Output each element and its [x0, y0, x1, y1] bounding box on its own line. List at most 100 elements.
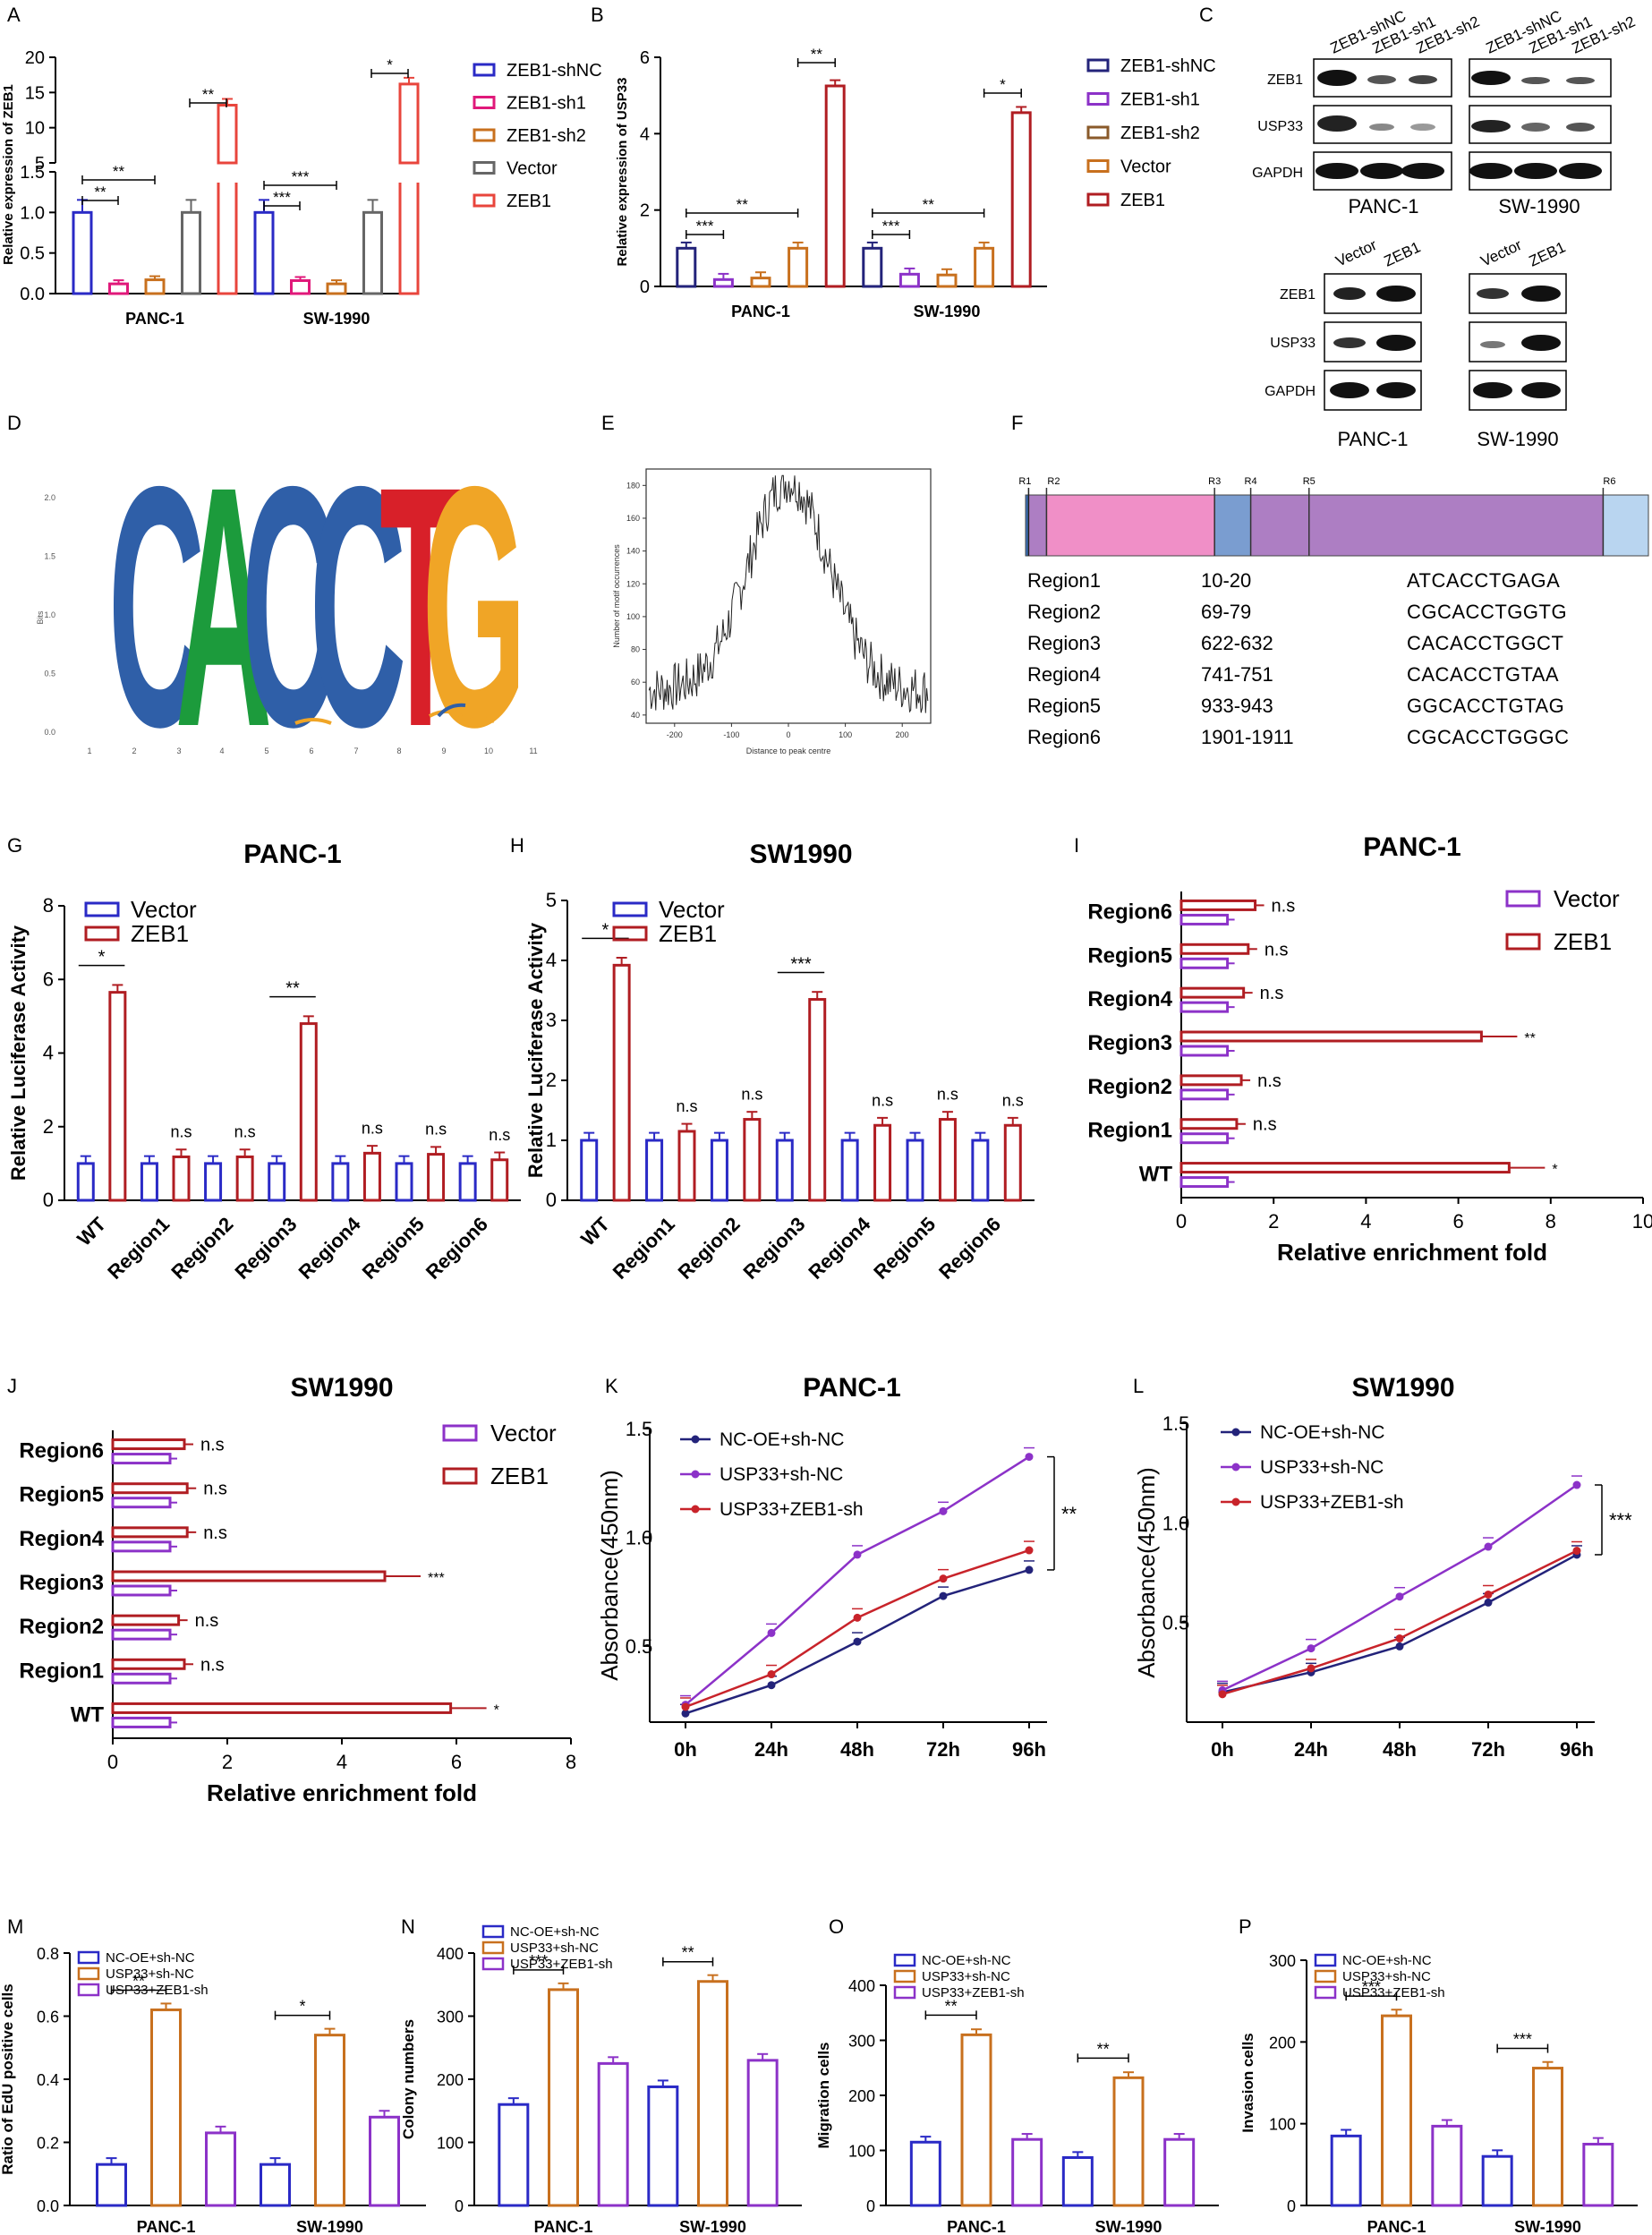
series-line-L	[1222, 1549, 1578, 1696]
data-point-K	[767, 1670, 776, 1679]
legend-swatch-P	[1314, 1953, 1337, 1967]
bar-vector-J	[111, 1540, 172, 1553]
legend-swatch-H	[612, 926, 648, 942]
x-tick-label-M: PANC-1	[137, 2218, 196, 2235]
region-name: Region1	[1027, 569, 1101, 592]
x-tick-label-J: 4	[336, 1751, 347, 1773]
bar-H	[1003, 1123, 1022, 1202]
y-tick-label-H: 4	[546, 949, 557, 971]
y-tick-label-N: 300	[437, 2009, 464, 2026]
sig-J: n.s	[200, 1436, 225, 1455]
logo-letter-c: C	[310, 415, 406, 798]
data-point-K	[853, 1637, 862, 1646]
y-tick-label-H: 2	[546, 1069, 557, 1091]
y-tick-label-I: Region4	[1087, 987, 1172, 1011]
legend-swatch-O	[893, 1953, 916, 1967]
panel-label-b: B	[591, 4, 604, 26]
y-tick-label-N: 200	[437, 2071, 464, 2089]
y-tick-label-P: 0	[1287, 2197, 1296, 2215]
region-marker-label: R1	[1018, 476, 1031, 487]
bar-N	[498, 2103, 530, 2207]
legend-label-K: USP33+ZEB1-sh	[720, 1499, 864, 1520]
legend-swatch-H	[612, 901, 648, 917]
bar-zeb1-J	[111, 1702, 453, 1714]
bar-zeb1-J	[111, 1658, 186, 1670]
x-tick-label-M: SW-1990	[296, 2218, 363, 2235]
sig-G: n.s	[170, 1122, 192, 1140]
logo-y-tick: 1.0	[44, 610, 55, 619]
y-tick-label-B: 0	[640, 277, 650, 297]
x-tick-label-L: 48h	[1383, 1738, 1417, 1761]
bar-M	[369, 2115, 400, 2207]
region-segment	[1027, 494, 1047, 557]
legend-label-L: USP33+ZEB1-sh	[1260, 1492, 1404, 1513]
bar-A	[398, 82, 420, 165]
y-axis-label-M: Ratio of EdU positive cells	[0, 1983, 16, 2175]
legend-label-M: NC-OE+sh-NC	[106, 1950, 195, 1966]
x-tick-label-N: PANC-1	[534, 2218, 593, 2235]
y-tick-label-M: 0.2	[37, 2135, 59, 2153]
legend-label-N: USP33+sh-NC	[510, 1941, 599, 1956]
bar-H	[645, 1139, 664, 1202]
logo-letter-g: G	[422, 415, 527, 798]
y-axis-label-K: Absorbance(450nm)	[596, 1470, 623, 1681]
y-axis-label-B: Relative expression of USP33	[615, 78, 630, 267]
legend-label-L: USP33+sh-NC	[1260, 1457, 1384, 1478]
x-tick-label-H: Region1	[609, 1213, 679, 1284]
sig-G-text: *	[98, 948, 106, 968]
x-tick-label-A: SW-1990	[303, 310, 370, 328]
y-tick-label-B: 4	[640, 124, 650, 144]
legend-swatch-I	[1505, 890, 1541, 908]
bar-H	[710, 1139, 728, 1202]
data-point-L	[1395, 1592, 1404, 1601]
logo-letter-t: T	[379, 415, 462, 798]
sig-A-3-text: ***	[292, 168, 310, 185]
sig-H-text: ***	[790, 955, 812, 975]
data-point-K	[681, 1709, 690, 1718]
y-tick-label-L: 0.5	[1162, 1612, 1190, 1634]
x-tick-label-I: 4	[1360, 1210, 1371, 1233]
panel-label-o: O	[829, 1915, 844, 1938]
sig-N-0-text: ***	[529, 1952, 548, 1970]
x-tick-label-L: 96h	[1560, 1738, 1594, 1761]
data-point-K	[1025, 1565, 1034, 1574]
x-tick-label-E: -100	[723, 730, 739, 739]
region-range: 10-20	[1201, 569, 1251, 592]
y-tick-label-O: 300	[848, 2033, 875, 2051]
y-tick-label-G: 2	[43, 1115, 54, 1138]
bar-G	[76, 1162, 95, 1202]
x-tick-label-P: PANC-1	[1367, 2218, 1426, 2235]
blot-band	[1376, 286, 1416, 302]
legend-label-A: ZEB1-shNC	[507, 61, 602, 81]
logo-position: 6	[309, 746, 313, 755]
x-tick-label-L: 0h	[1211, 1738, 1234, 1761]
bar-P	[1330, 2134, 1362, 2207]
sig-M-1-text: *	[299, 1998, 305, 2016]
legend-label-N: NC-OE+sh-NC	[510, 1924, 600, 1940]
legend-label-K: USP33+sh-NC	[720, 1464, 843, 1485]
region-segment	[1045, 494, 1215, 557]
bar-H	[580, 1139, 599, 1202]
bar-A	[326, 282, 347, 295]
logo-position: 8	[396, 746, 401, 755]
bar-vector-I	[1179, 1088, 1230, 1101]
bar-A	[253, 210, 275, 295]
legend-label-P: NC-OE+sh-NC	[1342, 1953, 1432, 1968]
sig-G: n.s	[362, 1119, 383, 1137]
y-tick-label-N: 100	[437, 2135, 464, 2153]
sig-H: n.s	[937, 1086, 958, 1104]
x-tick-label-B: SW-1990	[914, 303, 981, 320]
bar-H	[873, 1123, 892, 1202]
data-point-L	[1307, 1644, 1316, 1653]
bar-zeb1-J	[111, 1526, 189, 1539]
sig-A-5-text: *	[387, 56, 393, 73]
legend-label-G: Vector	[131, 896, 197, 923]
cell-label-bottom-sw: SW-1990	[1477, 428, 1558, 450]
series-line-K	[685, 1455, 1030, 1706]
bar-vector-I	[1179, 957, 1230, 969]
blot-band	[1471, 120, 1511, 132]
sig-B-0-text: ***	[696, 218, 714, 235]
sig-I: **	[1524, 1031, 1535, 1046]
legend-label-I: ZEB1	[1554, 928, 1612, 955]
region-marker-label: R6	[1603, 476, 1615, 487]
